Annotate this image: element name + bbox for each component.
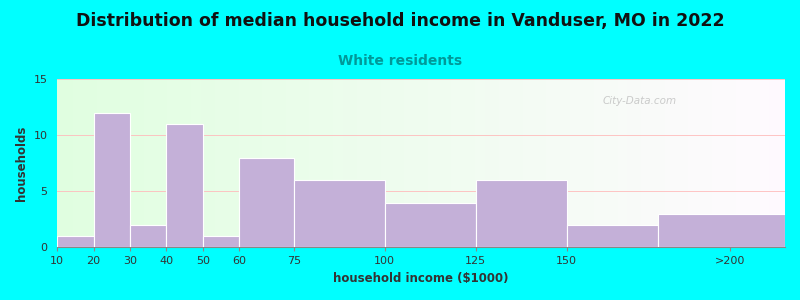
Bar — [166, 124, 203, 248]
Bar — [476, 180, 566, 248]
Bar — [203, 236, 239, 248]
Bar — [239, 158, 294, 248]
Bar — [130, 225, 166, 248]
Bar — [294, 180, 385, 248]
Bar — [94, 113, 130, 248]
Text: Distribution of median household income in Vanduser, MO in 2022: Distribution of median household income … — [76, 12, 724, 30]
Bar — [658, 214, 785, 248]
Bar — [58, 236, 94, 248]
X-axis label: household income ($1000): household income ($1000) — [334, 272, 509, 285]
Text: City-Data.com: City-Data.com — [602, 96, 677, 106]
Text: White residents: White residents — [338, 54, 462, 68]
Y-axis label: households: households — [15, 125, 28, 201]
Bar — [385, 202, 476, 247]
Bar — [566, 225, 658, 248]
